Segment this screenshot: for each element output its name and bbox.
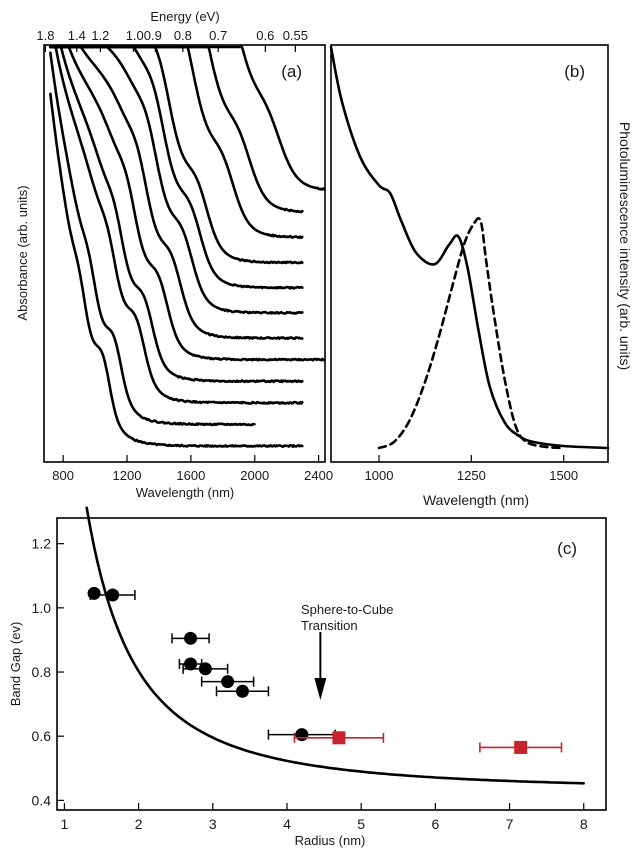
panel-b-y-axis-title: Photoluminescence intensity (arb. units) bbox=[617, 122, 632, 370]
panel-c-circle-point bbox=[235, 684, 249, 698]
panel-c-x-tick-label: 4 bbox=[283, 816, 291, 832]
panel-b-ticks: 1000 1250 1500 bbox=[365, 455, 578, 483]
panel-c-y-tick-label: 1.2 bbox=[32, 536, 52, 552]
panel-c-plot bbox=[85, 506, 585, 785]
panel-b-x-axis-title: Wavelength (nm) bbox=[423, 492, 529, 508]
panel-c-circle-point bbox=[221, 675, 235, 689]
panel-b-x-tick-label: 1500 bbox=[549, 468, 578, 483]
panel-a-absorbance-curve bbox=[49, 45, 304, 239]
panel-c-x-tick-label: 6 bbox=[431, 816, 439, 832]
panel-c-circle-point bbox=[295, 728, 309, 742]
panel-a-absorbance-curve bbox=[49, 45, 326, 191]
panel-a-absorbance-curve bbox=[49, 45, 304, 405]
panel-c-annotation-line-1: Sphere-to-Cube bbox=[301, 602, 394, 617]
panel-a-top-tick-label: 0.8 bbox=[174, 28, 192, 43]
panel-a-absorbance-curve bbox=[49, 45, 304, 265]
panel-c-circle-point bbox=[87, 586, 101, 600]
panel-a-top-axis-title: Energy (eV) bbox=[150, 9, 219, 24]
panel-b-curves bbox=[329, 45, 610, 450]
panel-c-circle-point bbox=[184, 631, 198, 645]
panel-a-top-tick-label: 1.00.9 bbox=[126, 28, 162, 43]
panel-c-y-tick-label: 1.0 bbox=[32, 600, 52, 616]
panel-c-annotation-line-2: Transition bbox=[301, 618, 358, 633]
panel-a-x-tick-label: 2400 bbox=[304, 468, 333, 483]
panel-a-label: (a) bbox=[281, 62, 302, 81]
panel-b: (b) Wavelength (nm) Photoluminescence in… bbox=[329, 44, 632, 508]
panel-a-x-tick-label: 800 bbox=[52, 468, 74, 483]
panel-a-top-tick-label: 0.55 bbox=[283, 28, 308, 43]
panel-a-absorbance-curve bbox=[49, 92, 304, 448]
panel-c-x-axis-title: Radius (nm) bbox=[295, 833, 366, 848]
panel-a-absorbance-curve bbox=[49, 45, 304, 384]
panel-c-y-tick-label: 0.6 bbox=[32, 728, 52, 744]
panel-a: (a) Energy (eV) Wavelength (nm) Absorban… bbox=[15, 9, 333, 500]
panel-a-top-tick-label: 0.7 bbox=[209, 28, 227, 43]
panel-a-y-axis-title: Absorbance (arb. units) bbox=[15, 185, 30, 320]
panel-c-square-point bbox=[514, 740, 528, 754]
panel-c-y-tick-label: 0.8 bbox=[32, 664, 52, 680]
panel-a-top-tick-label: 1.4 bbox=[68, 28, 86, 43]
panel-b-x-tick-label: 1250 bbox=[457, 468, 486, 483]
panel-c-arrow-head bbox=[314, 678, 327, 700]
panel-b-frame bbox=[330, 44, 609, 463]
panel-c-y-axis-title: Band Gap (ev) bbox=[8, 622, 23, 707]
panel-a-x-tick-label: 2000 bbox=[240, 468, 269, 483]
panel-a-top-ticks: 1.8 1.4 1.2 1.00.9 0.8 0.7 0.6 0.55 bbox=[36, 28, 308, 52]
panel-c-x-tick-label: 2 bbox=[135, 816, 143, 832]
panel-c-frame bbox=[56, 517, 607, 811]
panel-a-frame bbox=[43, 44, 326, 463]
panel-c-x-tick-label: 8 bbox=[580, 816, 588, 832]
panel-a-top-tick-label: 1.2 bbox=[91, 28, 109, 43]
panel-c-x-tick-label: 7 bbox=[506, 816, 514, 832]
panel-a-absorbance-curve bbox=[49, 45, 326, 362]
panel-c-x-tick-label: 5 bbox=[357, 816, 365, 832]
panel-b-absorbance-curve bbox=[329, 45, 610, 450]
panel-c: (c) Radius (nm) Band Gap (ev) Sphere-to-… bbox=[8, 506, 607, 848]
panel-c-fit-curve bbox=[85, 506, 585, 785]
panel-c-label: (c) bbox=[557, 539, 577, 558]
panel-c-circle-point bbox=[198, 662, 212, 676]
panel-a-top-tick-label: 1.8 bbox=[36, 28, 54, 43]
panel-a-top-tick-label: 0.6 bbox=[256, 28, 274, 43]
panel-a-x-tick-label: 1200 bbox=[113, 468, 142, 483]
panel-a-x-tick-label: 1600 bbox=[176, 468, 205, 483]
panel-c-y-tick-label: 0.4 bbox=[32, 792, 52, 808]
panel-a-bottom-ticks: 800 1200 1600 2000 2400 bbox=[52, 455, 333, 483]
panel-c-x-tick-label: 3 bbox=[209, 816, 217, 832]
panel-b-photoluminescence-curve bbox=[377, 217, 565, 450]
panel-a-absorbance-curve bbox=[49, 51, 256, 427]
panel-b-label: (b) bbox=[564, 62, 585, 81]
panel-c-ticks: 1 2 3 4 5 6 7 8 0.4 0.6 0.8 1.0 1.2 bbox=[32, 536, 588, 832]
panel-c-square-point bbox=[332, 731, 346, 745]
panel-c-circle-point bbox=[106, 588, 120, 602]
panel-a-curves bbox=[49, 45, 326, 448]
panel-b-x-tick-label: 1000 bbox=[365, 468, 394, 483]
panel-c-circle-point bbox=[184, 657, 198, 671]
panel-a-absorbance-curve bbox=[49, 45, 304, 340]
panel-c-x-tick-label: 1 bbox=[61, 816, 69, 832]
panel-a-x-axis-title: Wavelength (nm) bbox=[136, 485, 235, 500]
